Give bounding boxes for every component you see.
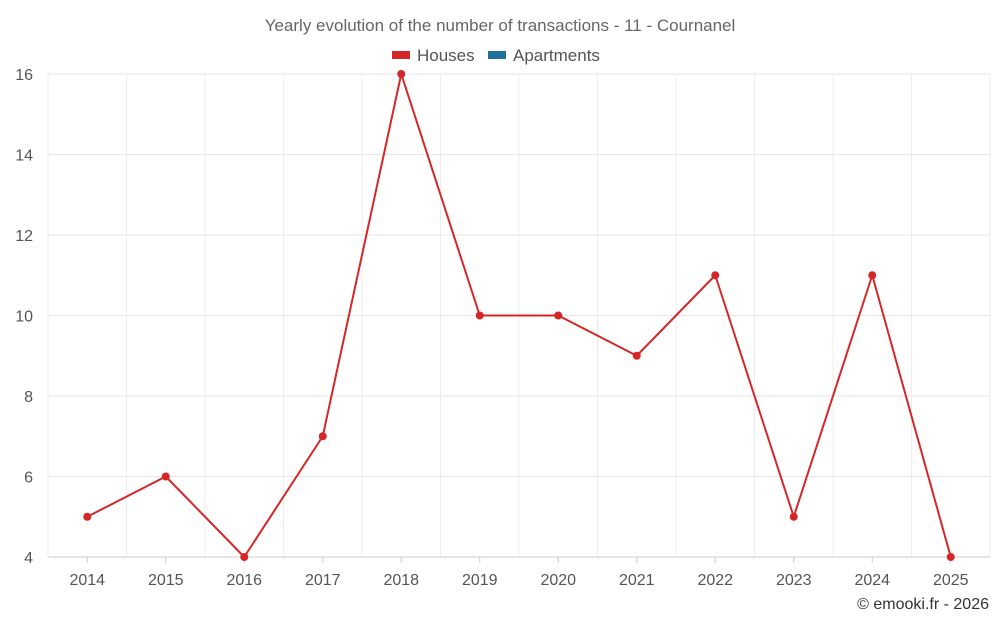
- y-tick-label: 8: [24, 389, 33, 406]
- data-point-houses[interactable]: [83, 512, 92, 521]
- chart-title: Yearly evolution of the number of transa…: [265, 16, 736, 35]
- x-tick-label: 2018: [383, 572, 419, 589]
- y-tick-label: 4: [24, 550, 33, 567]
- legend-item-apartments[interactable]: Apartments: [488, 46, 600, 65]
- x-tick-label: 2021: [619, 572, 655, 589]
- y-tick-label: 10: [15, 309, 33, 326]
- x-tick-label: 2025: [933, 572, 969, 589]
- series-line-houses: [86, 73, 952, 558]
- x-tick-label: 2016: [226, 572, 262, 589]
- x-tick-label: 2019: [462, 572, 498, 589]
- x-tick-label: 2022: [697, 572, 733, 589]
- x-tick-label: 2020: [540, 572, 576, 589]
- x-tick-label: 2023: [776, 572, 812, 589]
- legend-label-apartments: Apartments: [513, 46, 600, 65]
- x-tick-label: 2024: [854, 572, 890, 589]
- legend: Houses Apartments: [392, 46, 600, 65]
- data-point-houses[interactable]: [632, 351, 641, 360]
- data-point-houses[interactable]: [868, 271, 877, 280]
- data-point-houses[interactable]: [711, 271, 720, 280]
- x-tick-label: 2017: [305, 572, 341, 589]
- y-tick-label: 16: [15, 67, 33, 84]
- data-point-houses[interactable]: [475, 311, 484, 320]
- legend-swatch-apartments: [488, 51, 506, 59]
- series-houses: [83, 70, 955, 561]
- x-tick-label: 2014: [69, 572, 105, 589]
- y-tick-label: 14: [15, 148, 33, 165]
- x-tick-label: 2015: [148, 572, 184, 589]
- legend-item-houses[interactable]: Houses: [392, 46, 475, 65]
- data-point-houses[interactable]: [161, 472, 170, 481]
- credit-text: © emooki.fr - 2026: [857, 596, 989, 613]
- legend-label-houses: Houses: [417, 46, 475, 65]
- data-point-houses[interactable]: [397, 70, 406, 78]
- data-point-houses[interactable]: [554, 311, 563, 320]
- data-point-houses[interactable]: [946, 553, 955, 561]
- axes: 4 6 8 10 12 14 16 2014 2015 2016 2017 2018 2019 2020 2…: [15, 67, 990, 589]
- y-tick-label: 12: [15, 228, 33, 245]
- legend-swatch-houses: [392, 51, 410, 59]
- data-point-houses[interactable]: [318, 432, 327, 441]
- y-tick-label: 6: [24, 470, 33, 487]
- data-point-houses[interactable]: [240, 553, 249, 561]
- data-point-houses[interactable]: [789, 512, 798, 521]
